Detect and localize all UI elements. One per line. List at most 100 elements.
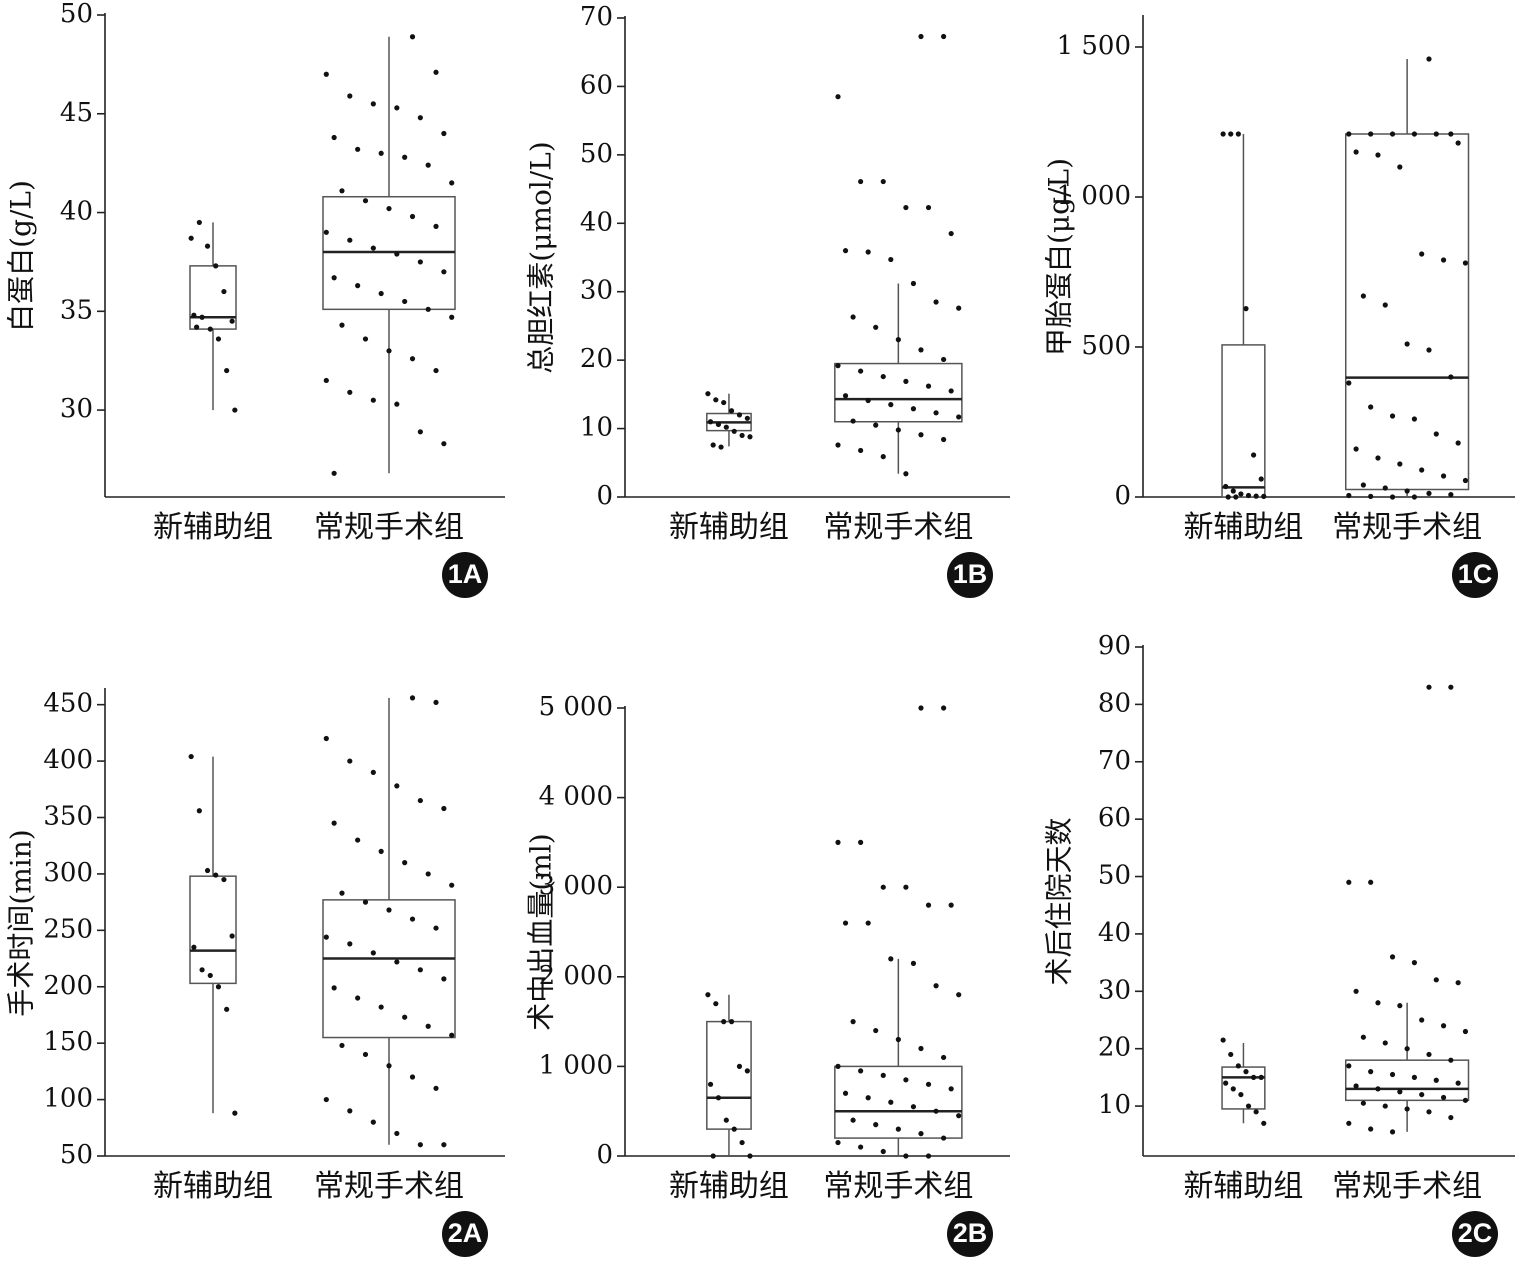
- y-tick-label: 50: [1098, 861, 1131, 891]
- data-point: [1360, 293, 1366, 299]
- data-point: [323, 71, 329, 77]
- data-point: [865, 397, 871, 404]
- data-point: [232, 1110, 238, 1116]
- data-point: [1353, 446, 1359, 452]
- y-tick-label: 0: [1114, 481, 1131, 511]
- data-point: [355, 995, 361, 1001]
- y-tick-label: 30: [1098, 975, 1131, 1005]
- data-point: [1433, 431, 1439, 437]
- data-point: [1411, 960, 1418, 966]
- data-point: [347, 389, 353, 395]
- data-point: [731, 428, 737, 434]
- data-point: [1455, 140, 1461, 146]
- data-point: [1382, 1103, 1388, 1109]
- data-point: [1375, 1000, 1381, 1006]
- data-point: [723, 1117, 729, 1123]
- data-point: [370, 950, 376, 956]
- category-label: 常规手术组: [1332, 510, 1482, 545]
- data-point: [362, 336, 369, 342]
- y-tick-label: 10: [580, 413, 613, 443]
- data-point: [441, 976, 447, 982]
- data-point: [323, 229, 329, 235]
- data-point: [1419, 1091, 1425, 1098]
- panel: 0 500 1 000 1 500 甲胎蛋白(μg/L) 新辅助组 常规手术组 1C: [1043, 15, 1515, 598]
- data-point: [744, 415, 750, 421]
- panel-badge: [442, 1211, 488, 1257]
- data-point: [1220, 131, 1226, 137]
- data-point: [1346, 131, 1352, 137]
- data-point: [207, 972, 213, 979]
- data-point: [713, 397, 719, 403]
- data-point: [1389, 1129, 1396, 1135]
- panel-label: 1B: [953, 559, 988, 589]
- category-label: 新辅助组: [153, 510, 273, 545]
- data-point: [1448, 374, 1454, 380]
- data-point: [224, 367, 230, 374]
- category-label: 常规手术组: [823, 1169, 973, 1204]
- y-tick-label: 0: [596, 1140, 613, 1170]
- data-point: [850, 314, 856, 320]
- data-point: [731, 1126, 737, 1132]
- data-point: [425, 306, 431, 312]
- data-point: [1426, 56, 1432, 62]
- data-point: [339, 188, 345, 194]
- data-point: [1368, 131, 1374, 137]
- box: [834, 1065, 963, 1139]
- data-point: [370, 101, 376, 107]
- y-tick-label: 50: [580, 139, 613, 169]
- data-point: [1382, 485, 1388, 491]
- data-point: [1346, 879, 1352, 885]
- data-point: [196, 219, 202, 226]
- data-point: [347, 1108, 353, 1114]
- data-point: [1462, 1028, 1469, 1035]
- data-point: [323, 377, 329, 384]
- data-point: [213, 872, 219, 878]
- box: [1221, 344, 1266, 498]
- data-point: [842, 1090, 849, 1096]
- category-label: 新辅助组: [153, 1169, 273, 1204]
- data-point: [417, 1142, 423, 1148]
- data-point: [895, 1126, 901, 1132]
- data-point: [449, 314, 455, 320]
- data-point: [1368, 1069, 1374, 1075]
- data-point: [378, 150, 384, 156]
- data-point: [323, 1096, 329, 1103]
- data-point: [229, 933, 235, 939]
- data-point: [1353, 988, 1359, 994]
- y-axis-label: 总胆红素(μmol/L): [525, 141, 558, 373]
- category-label: 常规手术组: [314, 1169, 464, 1204]
- data-point: [1389, 131, 1396, 137]
- data-point: [721, 1019, 727, 1025]
- data-point: [433, 223, 439, 229]
- data-point: [1228, 131, 1234, 137]
- data-point: [1389, 954, 1396, 960]
- data-point: [441, 805, 447, 812]
- data-point: [1225, 494, 1231, 500]
- data-point: [1389, 1071, 1396, 1078]
- data-point: [858, 839, 864, 846]
- data-point: [1230, 1086, 1236, 1092]
- data-point: [1245, 492, 1252, 499]
- y-tick-label: 50: [60, 0, 93, 29]
- y-tick-label: 60: [1098, 803, 1131, 833]
- data-point: [895, 1036, 901, 1043]
- data-point: [728, 408, 735, 414]
- data-point: [1360, 1100, 1366, 1106]
- data-point: [433, 69, 439, 75]
- panel-badge: [947, 1211, 993, 1257]
- data-point: [347, 237, 353, 243]
- data-point: [1233, 494, 1239, 500]
- data-point: [888, 402, 894, 408]
- data-point: [835, 363, 841, 369]
- data-point: [221, 288, 227, 295]
- data-point: [1389, 494, 1396, 500]
- data-point: [850, 1019, 856, 1025]
- data-point: [895, 427, 901, 433]
- data-point: [941, 356, 947, 363]
- data-point: [370, 397, 376, 403]
- data-point: [1440, 257, 1447, 263]
- data-point: [1419, 1017, 1425, 1023]
- box: [189, 875, 237, 985]
